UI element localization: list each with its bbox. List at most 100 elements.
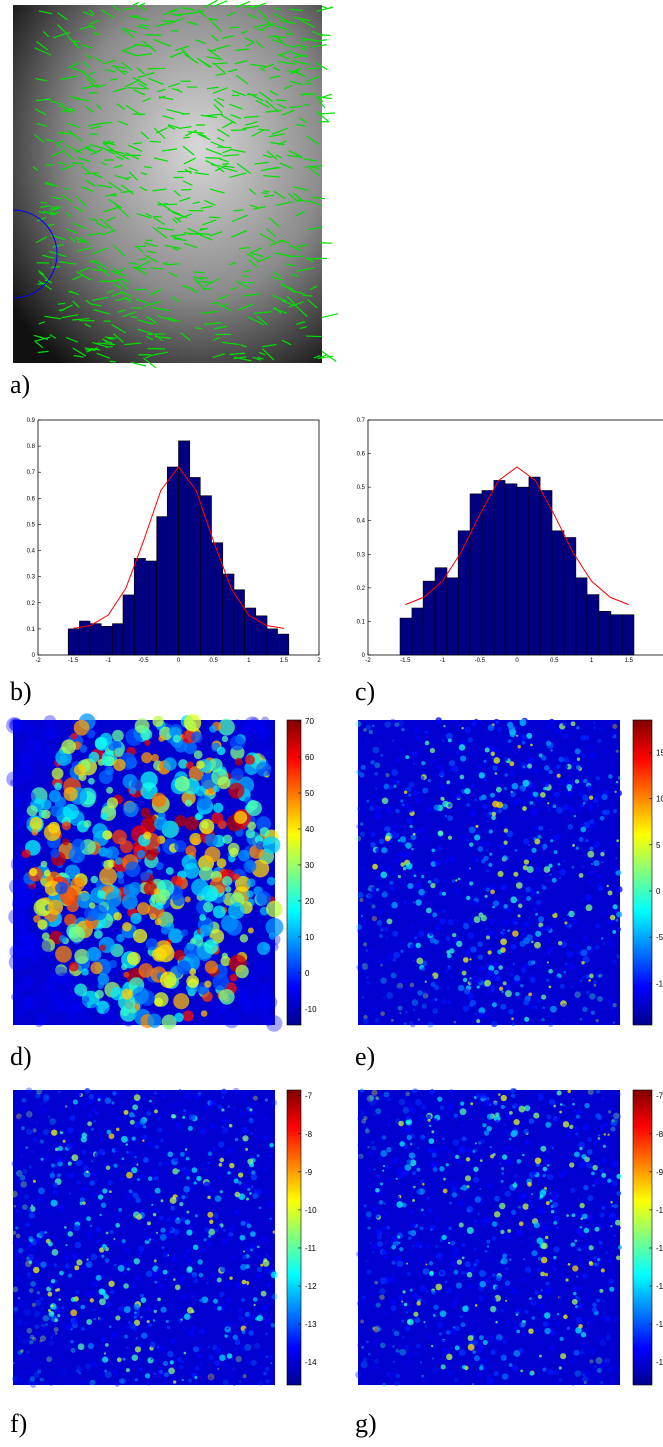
heatmap-blob [522,865,528,871]
heatmap-blob [416,1242,423,1249]
heatmap-blob [92,1280,98,1287]
fiber-line [249,252,264,258]
fiber-line [250,63,266,68]
heatmap-blob [581,961,585,965]
x-tick-label: -2 [35,658,41,664]
fiber-line [149,317,158,325]
heatmap-blob [534,1005,538,1010]
x-tick-label: 1.5 [280,658,289,664]
fiber-line [303,158,317,162]
fiber-line [222,154,240,157]
heatmap-blob [186,1266,193,1273]
heatmap-blob [365,1259,369,1263]
heatmap-blob [425,1263,428,1266]
heatmap-blob [583,1184,589,1191]
heatmap-blob [423,1321,426,1324]
heatmap-blob [20,1350,24,1354]
heatmap-blob [193,750,203,760]
heatmap-blob [470,1335,474,1339]
heatmap-blob [582,865,585,869]
heatmap-blob [495,1348,498,1352]
fiber-line [253,205,266,210]
heatmap-blob [521,1331,526,1337]
fiber-line [72,222,87,230]
heatmap-blob [381,1249,388,1255]
heatmap-blob [455,1210,459,1214]
heatmap-blob [191,731,203,744]
heatmap-blob [563,970,566,974]
heatmap-blob [59,1367,67,1375]
colorbar-tick-label: -7 [656,1092,663,1101]
heatmap-blob [362,1357,368,1363]
heatmap-blob [509,761,515,767]
fiber-line [162,115,175,120]
fiber-line [85,54,93,60]
fiber-line [82,71,97,83]
heatmap-blob [594,944,600,950]
heatmap-blob [19,1174,26,1181]
heatmap-blob [25,1087,33,1094]
heatmap-blob [610,1004,616,1010]
heatmap-blob [265,1332,269,1336]
heatmap-blob [240,723,252,735]
heatmap-blob [76,1302,80,1306]
heatmap-blob [472,1149,476,1153]
heatmap-blob [392,1360,395,1363]
heatmap-blob [493,1211,501,1218]
heatmap-blob [380,1326,386,1332]
heatmap-blob [544,1272,549,1277]
heatmap-blob [224,1334,228,1338]
heatmap-blob [27,1253,35,1261]
heatmap-blob [389,845,392,848]
heatmap-blob [35,1011,49,1026]
heatmap-blob [596,970,601,975]
heatmap-blob [399,881,403,885]
heatmap-blob [587,850,595,858]
heatmap-blob [471,752,474,755]
fiber-line [52,31,71,39]
heatmap-blob [577,1303,584,1310]
heatmap-blob [237,1172,244,1178]
heatmap-blob [26,1272,32,1277]
fiber-line [315,110,330,123]
fiber-line [36,216,47,222]
heatmap-blob [182,1253,188,1259]
heatmap-blob [419,875,422,879]
heatmap-blob [512,1325,518,1331]
heatmap-blob [257,1009,269,1021]
heatmap-blob [608,721,613,726]
fiber-line [256,315,268,326]
heatmap-blob [497,808,503,814]
heatmap-blob [407,882,414,890]
heatmap-blob [185,1196,188,1199]
bar [89,623,102,656]
heatmap-blob [585,1370,591,1377]
bar [411,607,424,656]
heatmap-blob [467,932,474,940]
heatmap-blob [252,1297,258,1302]
heatmap-blob [611,1204,615,1208]
bar [255,615,268,656]
heatmap-blob [219,1157,225,1163]
heatmap-blob [363,1014,368,1020]
heatmap-blob [544,1327,551,1335]
heatmap-blob [408,1152,416,1159]
fiber-line [218,294,229,300]
fiber-line [211,163,222,168]
heatmap-blob [531,1250,538,1257]
fiber-line [206,56,223,61]
heatmap-blob [498,1093,501,1096]
heatmap-blob [100,1273,105,1279]
heatmap-blob [234,1282,241,1289]
heatmap-blob [251,1185,254,1189]
heatmap-blob [54,1163,59,1168]
heatmap-blob [91,1361,97,1367]
heatmap-blob [81,1327,85,1331]
heatmap-blob [80,1304,85,1310]
heatmap-blob [461,1184,468,1191]
heatmap-blob [116,933,125,943]
heatmap-blob [81,1149,87,1155]
heatmap-blob [406,1159,412,1165]
heatmap-blob [44,1322,49,1327]
heatmap-blob [555,764,561,770]
